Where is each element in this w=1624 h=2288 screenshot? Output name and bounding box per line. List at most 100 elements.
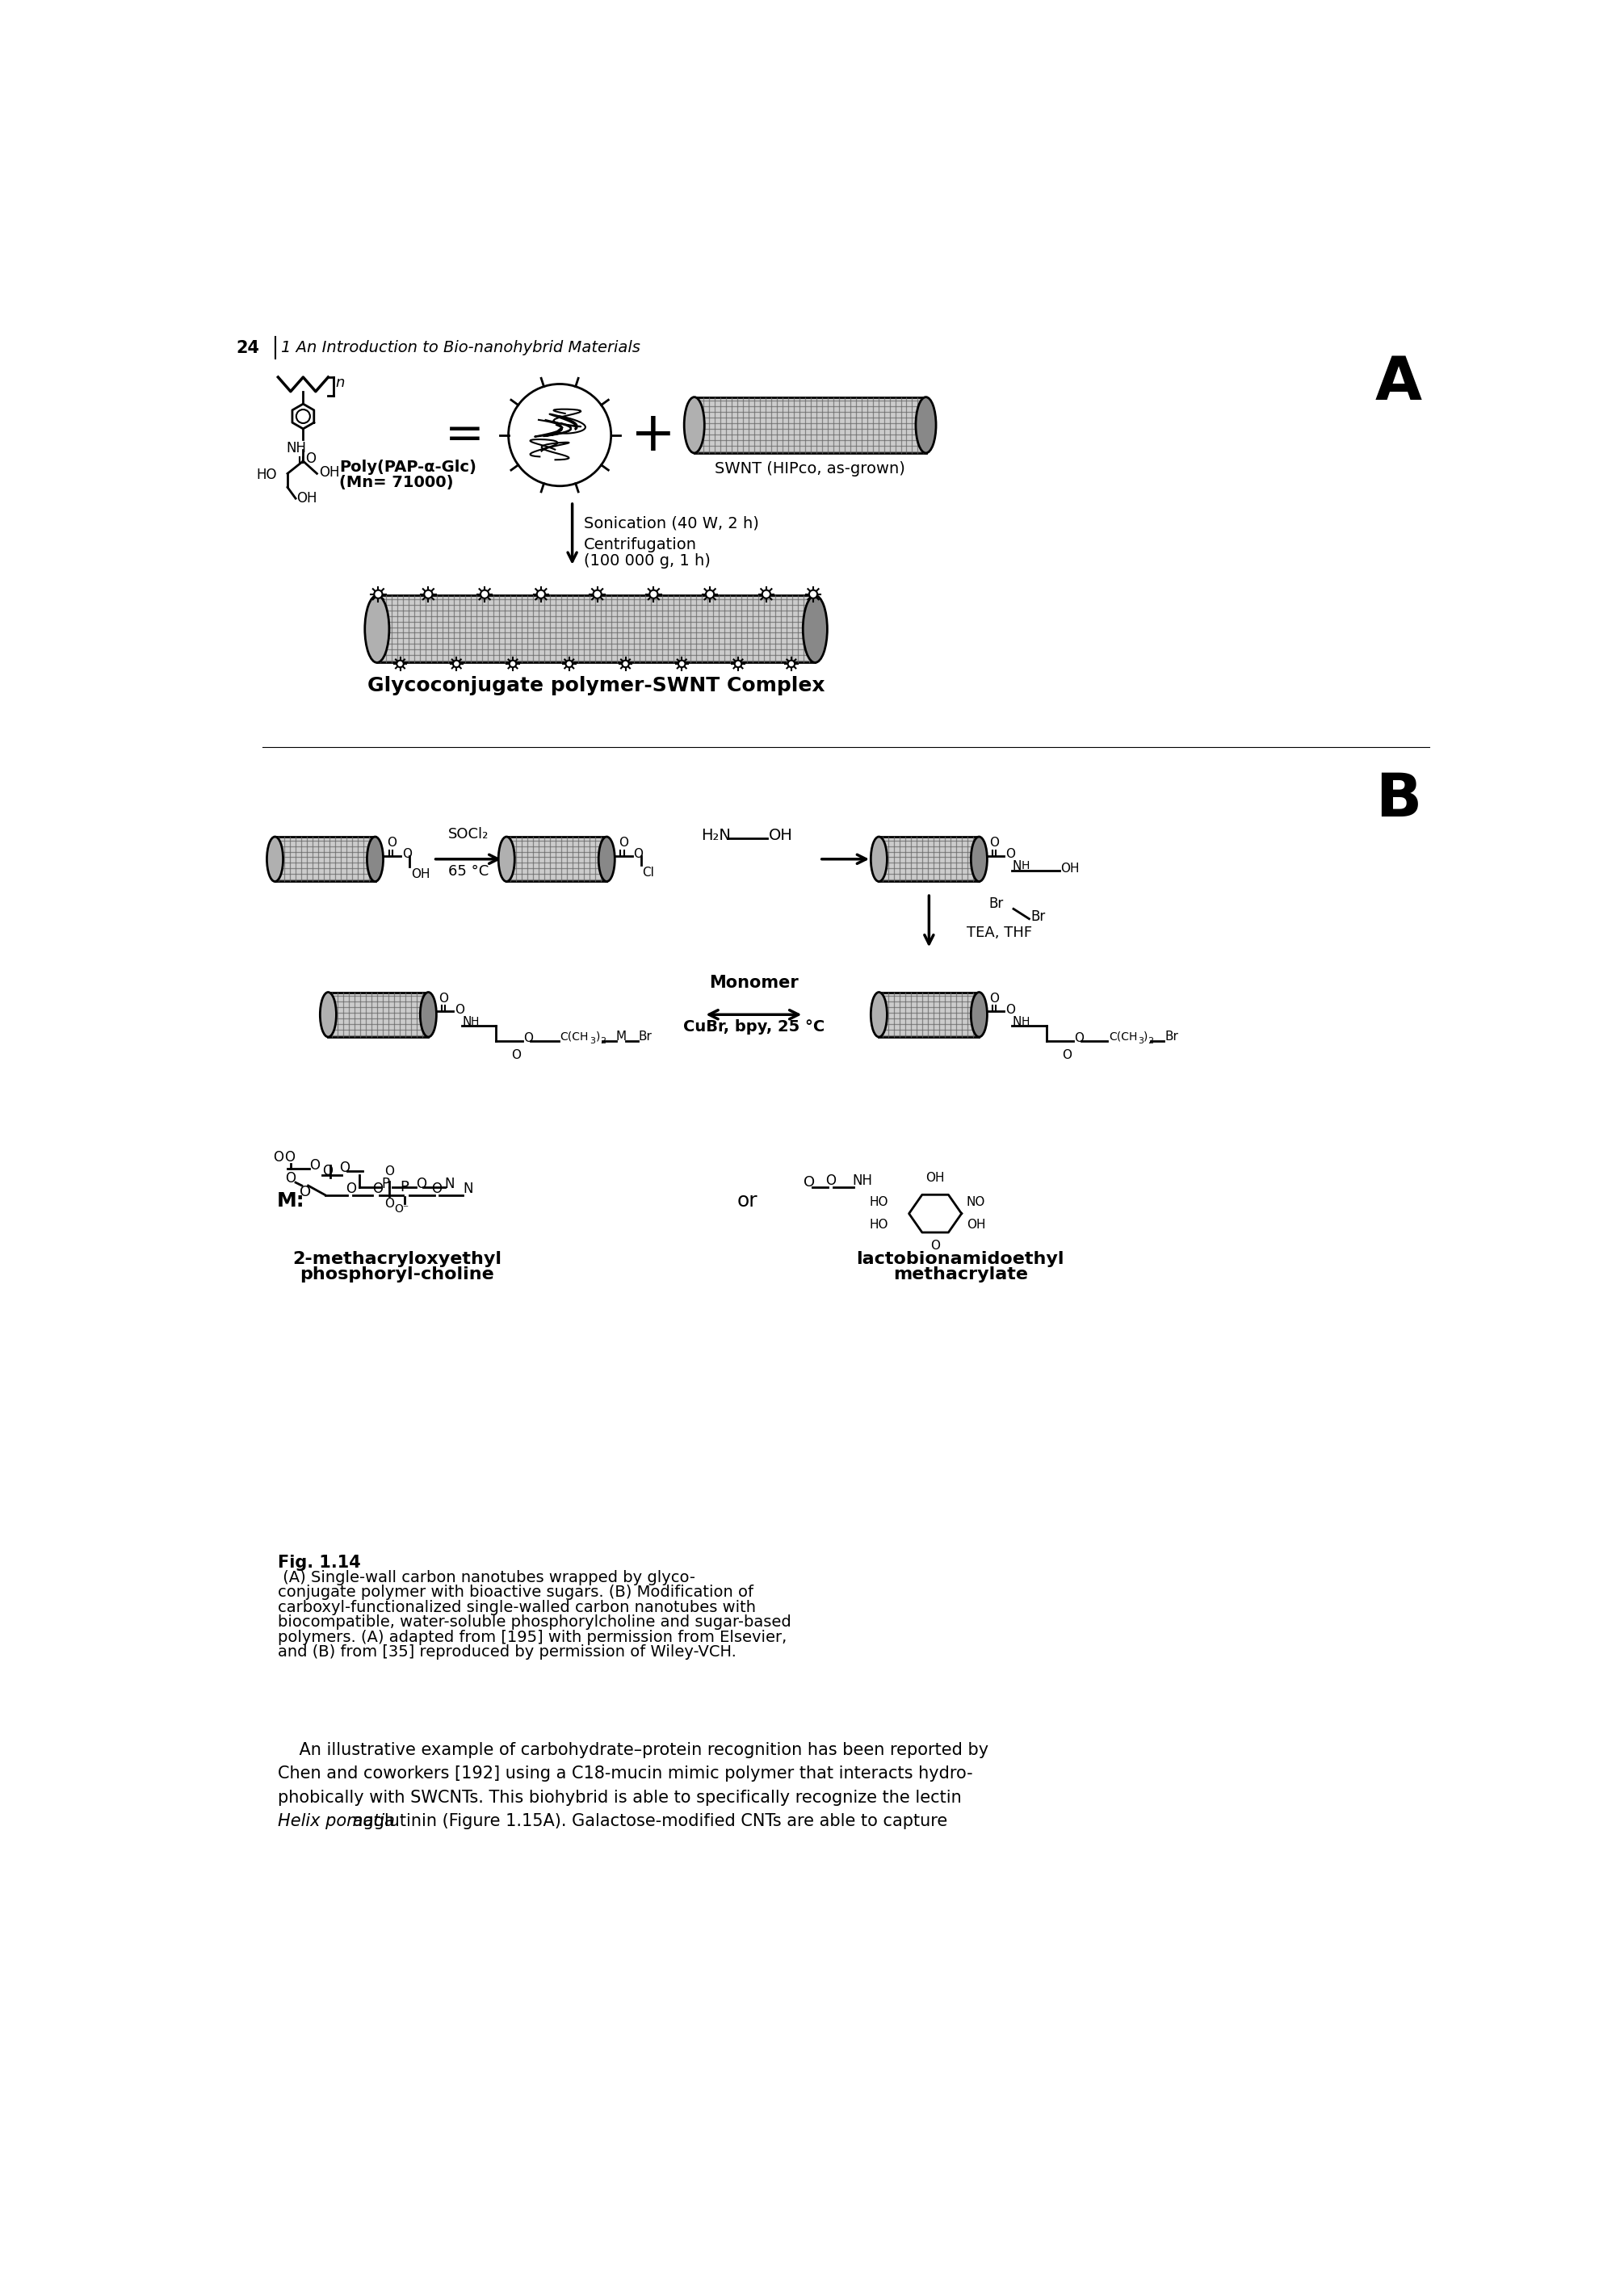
Circle shape [453, 661, 460, 668]
Text: Br: Br [638, 1032, 651, 1043]
Text: O: O [1073, 1032, 1083, 1043]
Text: =: = [445, 412, 484, 458]
Text: OH: OH [318, 464, 339, 480]
Bar [274, 837, 375, 881]
Circle shape [622, 661, 628, 668]
Bar [377, 595, 815, 664]
Bar [695, 398, 926, 453]
Text: O: O [633, 849, 643, 860]
Text: Monomer: Monomer [710, 975, 799, 991]
Text: or: or [737, 1192, 758, 1210]
Text: O: O [273, 1151, 284, 1165]
Text: M: M [615, 1032, 627, 1043]
Circle shape [809, 590, 817, 597]
Circle shape [538, 590, 546, 597]
Text: 24: 24 [237, 341, 260, 357]
Text: A: A [1376, 355, 1421, 412]
Text: N: N [445, 1176, 455, 1192]
Text: O: O [825, 1174, 836, 1187]
Text: phosphoryl-choline: phosphoryl-choline [300, 1268, 494, 1284]
Text: O: O [300, 1185, 312, 1199]
Text: O: O [989, 837, 999, 849]
Text: ): ) [596, 1032, 601, 1043]
Text: O⁻: O⁻ [395, 1203, 409, 1215]
Text: Br: Br [989, 897, 1004, 911]
Ellipse shape [870, 837, 887, 881]
Text: O: O [310, 1158, 320, 1171]
Text: O: O [339, 1160, 349, 1174]
Text: O: O [1005, 849, 1015, 860]
Text: O: O [372, 1181, 383, 1197]
Text: B: B [1376, 771, 1421, 831]
Text: OH: OH [297, 492, 317, 506]
Text: TEA, THF: TEA, THF [966, 924, 1033, 940]
Circle shape [679, 661, 685, 668]
Text: +: + [632, 407, 676, 462]
Text: HO: HO [869, 1197, 888, 1208]
Text: 2-methacryloxyethyl: 2-methacryloxyethyl [292, 1252, 502, 1268]
Text: H: H [471, 1016, 479, 1027]
Text: O: O [387, 837, 396, 849]
Text: Chen and coworkers [192] using a C18-mucin mimic polymer that interacts hydro-: Chen and coworkers [192] using a C18-muc… [278, 1766, 973, 1782]
Text: ): ) [1143, 1032, 1148, 1043]
Text: P: P [382, 1176, 390, 1192]
Bar [879, 993, 979, 1036]
Text: and (B) from [35] reproduced by permission of Wiley-VCH.: and (B) from [35] reproduced by permissi… [278, 1645, 737, 1659]
Text: H: H [1021, 1016, 1030, 1027]
Circle shape [788, 661, 794, 668]
Text: Poly(PAP-α-Glc): Poly(PAP-α-Glc) [339, 460, 476, 476]
Circle shape [706, 590, 715, 597]
Text: O: O [804, 1176, 815, 1190]
Text: N: N [463, 1016, 471, 1027]
Text: C(CH: C(CH [560, 1032, 588, 1043]
Ellipse shape [916, 398, 935, 453]
Text: O: O [1062, 1050, 1072, 1062]
Ellipse shape [599, 837, 615, 881]
Circle shape [374, 590, 382, 597]
Text: polymers. (A) adapted from [195] with permission from Elsevier,: polymers. (A) adapted from [195] with pe… [278, 1629, 788, 1645]
Text: An illustrative example of carbohydrate–protein recognition has been reported by: An illustrative example of carbohydrate–… [278, 1741, 989, 1757]
Text: P: P [400, 1181, 409, 1194]
Circle shape [481, 590, 489, 597]
Text: NO: NO [966, 1197, 986, 1208]
Text: NH: NH [853, 1174, 872, 1187]
Text: O: O [1005, 1004, 1015, 1016]
Text: phobically with SWCNTs. This biohybrid is able to specifically recognize the lec: phobically with SWCNTs. This biohybrid i… [278, 1789, 961, 1805]
Text: O: O [931, 1240, 940, 1252]
Circle shape [734, 661, 742, 668]
Text: SOCl₂: SOCl₂ [448, 828, 489, 842]
Text: Br: Br [1164, 1032, 1179, 1043]
Text: lactobionamidoethyl: lactobionamidoethyl [856, 1252, 1064, 1268]
Text: O: O [523, 1032, 533, 1043]
Text: NH: NH [286, 442, 307, 455]
Text: 2: 2 [599, 1036, 606, 1046]
Text: O: O [455, 1004, 464, 1016]
Text: O: O [385, 1199, 395, 1210]
Text: biocompatible, water-soluble phosphorylcholine and sugar-based: biocompatible, water-soluble phosphorylc… [278, 1615, 791, 1629]
Text: OH: OH [1060, 863, 1080, 874]
Ellipse shape [421, 993, 437, 1036]
Ellipse shape [320, 993, 336, 1036]
Text: OH: OH [926, 1171, 945, 1183]
Text: O: O [416, 1176, 425, 1192]
Ellipse shape [802, 595, 827, 664]
Text: OH: OH [966, 1220, 986, 1231]
Text: 1 An Introduction to Bio-nanohybrid Materials: 1 An Introduction to Bio-nanohybrid Mate… [281, 341, 640, 355]
Text: H₂N: H₂N [702, 828, 731, 844]
Text: conjugate polymer with bioactive sugars. (B) Modification of: conjugate polymer with bioactive sugars.… [278, 1586, 754, 1599]
Circle shape [396, 661, 404, 668]
Text: O: O [305, 451, 315, 467]
Text: OH: OH [411, 867, 430, 881]
Bar [879, 837, 979, 881]
Ellipse shape [870, 993, 887, 1036]
Text: O: O [512, 1050, 521, 1062]
Text: agglutinin (Figure 1.15A). Galactose-modified CNTs are able to capture: agglutinin (Figure 1.15A). Galactose-mod… [348, 1812, 947, 1828]
Text: O: O [346, 1181, 356, 1197]
Text: CuBr, bpy, 25 °C: CuBr, bpy, 25 °C [684, 1020, 825, 1034]
Text: 2: 2 [1148, 1036, 1153, 1046]
Circle shape [762, 590, 770, 597]
Text: H: H [1021, 860, 1030, 872]
Text: 3: 3 [590, 1036, 596, 1046]
Text: carboxyl-functionalized single-walled carbon nanotubes with: carboxyl-functionalized single-walled ca… [278, 1599, 757, 1615]
Text: O: O [286, 1171, 296, 1185]
